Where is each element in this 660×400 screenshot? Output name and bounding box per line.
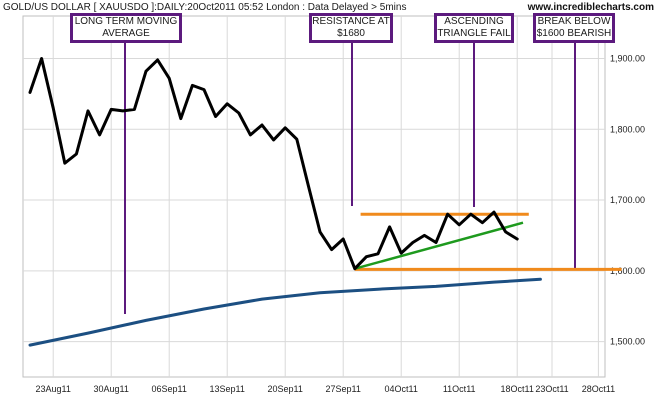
y-tick-label: 1,900.00	[610, 53, 645, 63]
callout-moving-average-text: LONG TERM MOVING AVERAGE	[74, 16, 178, 39]
price-line	[28, 57, 519, 271]
x-tick-label: 30Aug11	[94, 384, 129, 394]
watermark: www.incrediblecharts.com	[527, 2, 654, 13]
x-tick-label: 20Sep11	[268, 384, 303, 394]
chart-title: GOLD/US DOLLAR [ XAUUSDO ]:DAILY:20Oct20…	[3, 2, 407, 13]
callout-resistance: RESISTANCE AT $1680	[309, 13, 393, 43]
x-tick-label: 04Oct11	[385, 384, 418, 394]
callout-triangle-fail: ASCENDING TRIANGLE FAIL	[434, 13, 514, 43]
x-tick-label: 28Oct11	[582, 384, 615, 394]
callout-resistance-text: RESISTANCE AT $1680	[312, 16, 390, 39]
callout-triangle-fail-text: ASCENDING TRIANGLE FAIL	[437, 16, 511, 39]
y-tick-label: 1,700.00	[610, 195, 645, 205]
x-tick-label: 23Oct11	[535, 384, 568, 394]
x-tick-label: 23Aug11	[36, 384, 71, 394]
x-tick-label: 06Sep11	[152, 384, 187, 394]
callout-moving-average: LONG TERM MOVING AVERAGE	[70, 13, 182, 43]
y-tick-label: 1,500.00	[610, 337, 645, 347]
callout-break-below-text: BREAK BELOW $1600 BEARISH	[536, 16, 612, 39]
y-tick-label: 1,800.00	[610, 124, 645, 134]
x-tick-label: 27Sep11	[326, 384, 361, 394]
callout-break-below: BREAK BELOW $1600 BEARISH	[533, 13, 615, 43]
plot-frame	[22, 15, 606, 378]
ascending-trendline	[354, 221, 524, 270]
x-tick-label: 13Sep11	[210, 384, 245, 394]
moving-average-line	[28, 277, 542, 347]
x-tick-label: 11Oct11	[443, 384, 476, 394]
x-tick-label: 18Oct11	[501, 384, 534, 394]
y-tick-label: 1,600.00	[610, 266, 645, 276]
